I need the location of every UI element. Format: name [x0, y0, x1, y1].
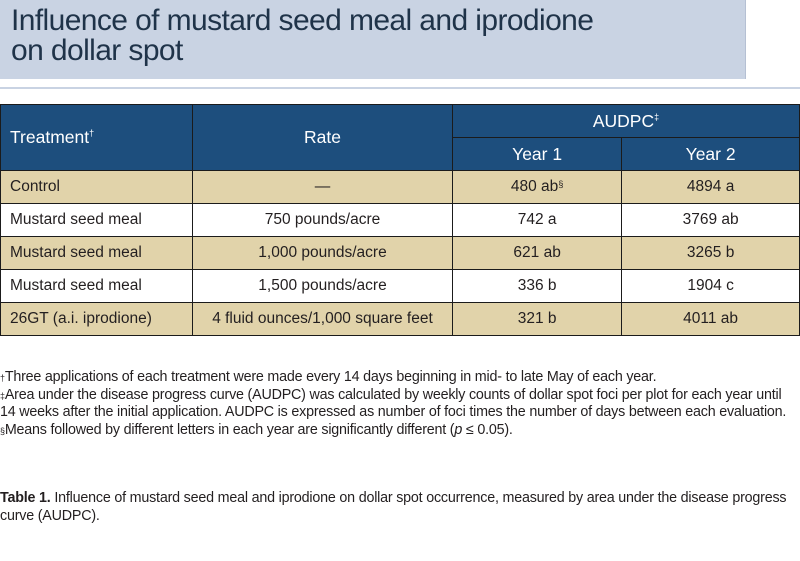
cell-year-1: 336 b [453, 270, 622, 303]
cell-year-2: 3769 ab [622, 204, 800, 237]
header-treatment: Treatment† [1, 105, 193, 171]
cell-rate: 1,500 pounds/acre [193, 270, 453, 303]
cell-treatment: Mustard seed meal [1, 270, 193, 303]
cell-treatment: Mustard seed meal [1, 237, 193, 270]
footnote-section-tail: ≤ 0.05). [462, 422, 513, 438]
footnote-dagger-text: Three applications of each treatment wer… [5, 369, 657, 385]
footnote-dagger-mark: † [0, 373, 5, 383]
header-audpc-label: AUDPC [593, 111, 654, 131]
cell-rate: — [193, 171, 453, 204]
dagger-footnote-mark: † [89, 128, 94, 138]
footnote-dagger: †Three applications of each treatment we… [0, 369, 800, 387]
table-caption: Table 1. Influence of mustard seed meal … [0, 489, 800, 525]
cell-year-1: 480 ab§ [453, 171, 622, 204]
title-banner: Influence of mustard seed meal and iprod… [0, 0, 746, 79]
cell-treatment: 26GT (a.i. iprodione) [1, 303, 193, 336]
table-row: Mustard seed meal 750 pounds/acre 742 a … [1, 204, 800, 237]
cell-treatment: Control [1, 171, 193, 204]
footnote-ddagger-mark: ‡ [0, 391, 5, 401]
section-footnote-mark: § [558, 179, 563, 189]
cell-year-2: 4011 ab [622, 303, 800, 336]
title-line-2: on dollar spot [11, 36, 745, 66]
cell-year-2: 4894 a [622, 171, 800, 204]
caption-text: Influence of mustard seed meal and iprod… [0, 490, 786, 524]
cell-treatment: Mustard seed meal [1, 204, 193, 237]
cell-rate: 750 pounds/acre [193, 204, 453, 237]
footnote-section: §Means followed by different letters in … [0, 422, 800, 440]
cell-rate: 4 fluid ounces/1,000 square feet [193, 303, 453, 336]
table-row: Mustard seed meal 1,500 pounds/acre 336 … [1, 270, 800, 303]
footnotes: †Three applications of each treatment we… [0, 369, 800, 439]
table-row: Control — 480 ab§ 4894 a [1, 171, 800, 204]
footnote-section-p: p [454, 422, 462, 438]
cell-rate: 1,000 pounds/acre [193, 237, 453, 270]
header-audpc: AUDPC‡ [453, 105, 800, 138]
title-divider [0, 87, 800, 89]
header-year-1: Year 1 [453, 138, 622, 171]
cell-year-2: 3265 b [622, 237, 800, 270]
cell-year-2: 1904 c [622, 270, 800, 303]
ddagger-footnote-mark: ‡ [654, 112, 659, 122]
table-row: 26GT (a.i. iprodione) 4 fluid ounces/1,0… [1, 303, 800, 336]
cell-year-1: 321 b [453, 303, 622, 336]
results-table: Treatment† Rate AUDPC‡ Year 1 Year 2 Con… [0, 104, 800, 336]
header-year-2: Year 2 [622, 138, 800, 171]
title-line-1: Influence of mustard seed meal and iprod… [11, 6, 745, 36]
cell-year-1: 742 a [453, 204, 622, 237]
cell-year-1-value: 480 ab [511, 178, 558, 195]
caption-label: Table 1. [0, 490, 51, 506]
cell-year-1: 621 ab [453, 237, 622, 270]
table-row: Mustard seed meal 1,000 pounds/acre 621 … [1, 237, 800, 270]
header-treatment-label: Treatment [10, 127, 89, 147]
header-rate: Rate [193, 105, 453, 171]
footnote-section-mark: § [0, 426, 5, 436]
footnote-ddagger-text: Area under the disease progress curve (A… [0, 387, 786, 421]
footnote-ddagger: ‡Area under the disease progress curve (… [0, 387, 800, 422]
footnote-section-text: Means followed by different letters in e… [5, 422, 455, 438]
